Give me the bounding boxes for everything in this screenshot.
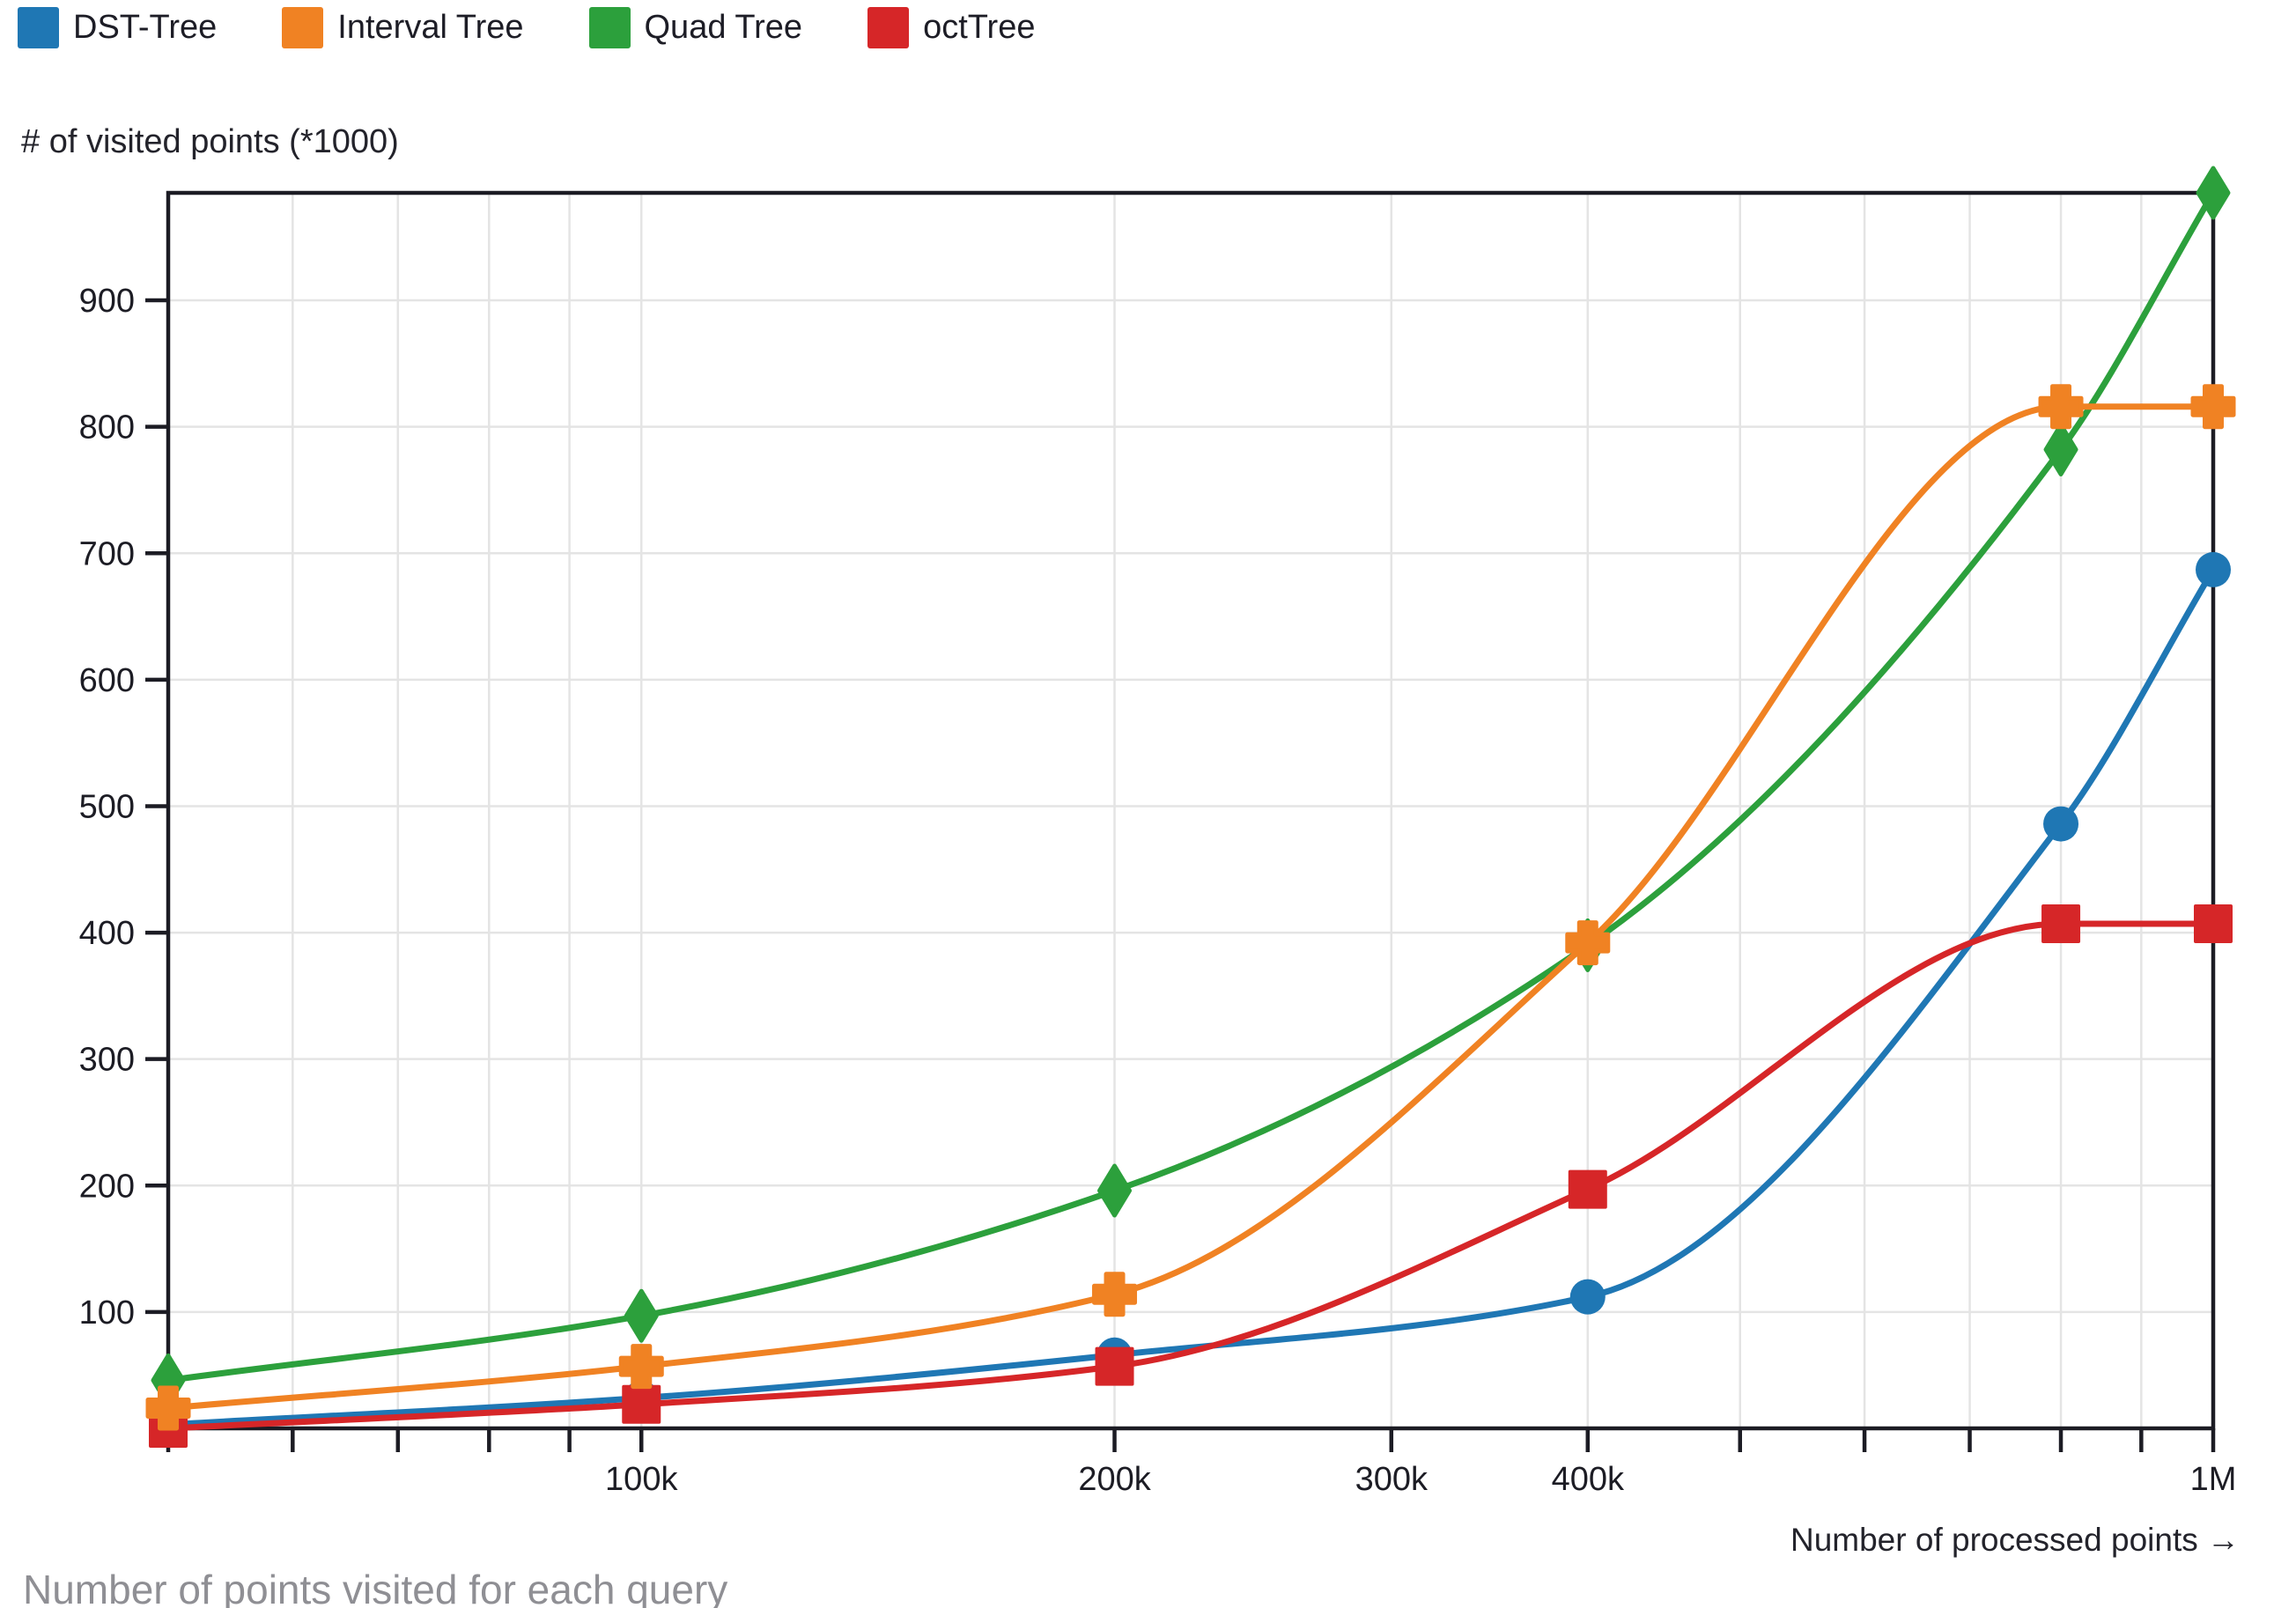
series-line-quad-tree (167, 191, 2217, 1383)
marker-cross-interval-tree (145, 1385, 191, 1431)
y-tick-label: 100 (79, 1295, 135, 1331)
y-tick-label: 900 (79, 283, 135, 320)
y-axis-title: # of visited points (*1000) (21, 123, 399, 160)
series-line-dst-tree (167, 568, 2217, 1428)
x-tick-label: 1M (2190, 1461, 2237, 1498)
marker-diamond-quad-tree (2043, 423, 2078, 477)
marker-square-octtree (1568, 1169, 1607, 1209)
y-tick-label: 400 (79, 915, 135, 952)
marker-square-octtree (2194, 904, 2233, 944)
marker-circle-dst-tree (1569, 1279, 1606, 1315)
legend-label: Quad Tree (644, 9, 803, 46)
y-tick-label: 700 (79, 535, 135, 572)
legend-item-dst-tree[interactable]: DST-Tree (18, 7, 217, 48)
legend-item-octtree[interactable]: octTree (867, 7, 1035, 48)
legend-swatch (18, 7, 59, 48)
marker-diamond-quad-tree (624, 1288, 659, 1343)
x-tick-label: 400k (1552, 1461, 1625, 1498)
marker-cross-interval-tree (1092, 1272, 1138, 1317)
y-tick-label: 800 (79, 409, 135, 446)
y-tick-label: 200 (79, 1168, 135, 1205)
y-tick-label: 500 (79, 788, 135, 825)
chart-caption: Number of points visited for each query (23, 1567, 728, 1608)
legend-label: DST-Tree (73, 9, 218, 46)
marker-cross-interval-tree (2190, 384, 2236, 430)
series-line-octtree (167, 920, 2213, 1432)
legend-item-quad-tree[interactable]: Quad Tree (588, 7, 803, 48)
marker-circle-dst-tree (2043, 806, 2079, 842)
marker-square-octtree (622, 1384, 661, 1424)
legend-swatch (588, 7, 631, 48)
legend-item-interval-tree[interactable]: Interval Tree (282, 7, 524, 48)
x-tick-label: 300k (1355, 1461, 1429, 1498)
x-axis-label: Number of processed points → (1790, 1522, 2240, 1558)
marker-diamond-quad-tree (1097, 1163, 1133, 1218)
y-tick-label: 300 (79, 1042, 135, 1079)
y-tick-label: 600 (79, 662, 135, 699)
marker-square-octtree (1095, 1346, 1134, 1386)
legend-swatch (282, 7, 324, 48)
marker-square-octtree (2041, 904, 2081, 944)
marker-cross-interval-tree (1565, 920, 1611, 966)
marker-cross-interval-tree (618, 1344, 664, 1390)
plot-border (166, 190, 2216, 1431)
marker-cross-interval-tree (2038, 384, 2084, 430)
x-tick-label: 200k (1078, 1461, 1151, 1498)
chart-legend: DST-Tree Interval Tree Quad Tree octTree (18, 7, 1035, 48)
legend-label: octTree (923, 9, 1036, 46)
marker-diamond-quad-tree (2196, 166, 2231, 220)
legend-label: Interval Tree (337, 9, 524, 46)
series-line-interval-tree (167, 403, 2213, 1412)
legend-swatch (867, 7, 910, 48)
x-tick-label: 100k (605, 1461, 678, 1498)
marker-circle-dst-tree (2196, 551, 2231, 587)
